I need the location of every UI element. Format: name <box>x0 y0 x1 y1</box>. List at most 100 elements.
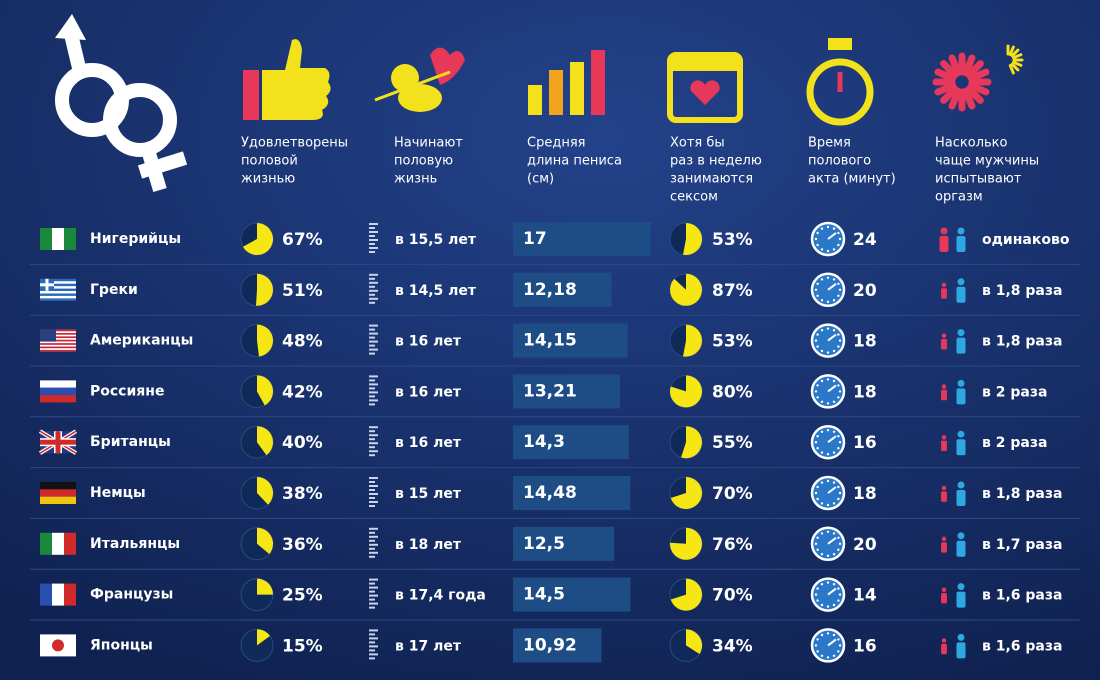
country-name: Немцы <box>90 485 146 501</box>
flag <box>40 380 76 388</box>
satisfied-label: 40% <box>282 433 323 453</box>
clock-dot <box>838 491 842 495</box>
satisfied-pie <box>255 273 273 306</box>
column-header: жизнь <box>394 172 437 187</box>
flag <box>40 343 76 345</box>
clock-dot <box>816 243 819 247</box>
satisfied-pie <box>257 375 273 406</box>
clock-dot <box>820 227 824 230</box>
weekly-label: 53% <box>712 230 753 250</box>
clock-dot <box>816 333 819 336</box>
clock-dot <box>837 282 840 285</box>
length-label: 13,21 <box>523 381 577 401</box>
ruler-icon <box>369 247 378 249</box>
clock-dot <box>832 298 836 302</box>
person-icon <box>941 643 947 655</box>
flag <box>40 286 76 289</box>
clock-dot <box>814 390 818 393</box>
start-age: в 14,5 лет <box>395 283 477 299</box>
burst-ray <box>967 68 990 82</box>
clock-dot <box>837 396 840 399</box>
ruler-icon <box>369 387 375 390</box>
column-header: Начинают <box>394 136 463 151</box>
row: Американцы 48% в 16 лет 14,15 53% 18 в 1,8 раз… <box>30 314 1080 358</box>
clock-dot <box>820 430 824 434</box>
clock-dot <box>826 429 830 432</box>
clock-dot <box>838 237 842 241</box>
flag <box>40 291 76 294</box>
clock-dot <box>832 430 836 434</box>
cupid-body <box>398 84 442 112</box>
clock-dot <box>814 593 818 596</box>
orgasm-ratio: в 2 раза <box>982 435 1047 451</box>
ruler-icon <box>369 446 375 449</box>
ruler-icon <box>369 426 378 429</box>
clock-dot <box>838 390 842 393</box>
country-name: Итальянцы <box>90 536 180 552</box>
orgasm-ratio: одинаково <box>982 232 1070 248</box>
flag <box>52 532 64 555</box>
satisfied-label: 42% <box>282 382 323 402</box>
clock-dot <box>816 396 819 399</box>
weekly-label: 76% <box>712 535 753 555</box>
ruler-icon <box>369 555 375 558</box>
clock-dot <box>826 351 830 354</box>
clock-dot <box>837 638 840 641</box>
ruler-icon <box>369 383 378 386</box>
column-header: оргазм <box>935 190 983 205</box>
ruler-icon <box>369 657 375 660</box>
satisfied-label: 36% <box>282 535 323 555</box>
column-header: длина пениса <box>527 154 622 169</box>
country-name: Японцы <box>90 637 153 653</box>
ruler-icon <box>369 281 378 284</box>
person-icon <box>941 587 947 593</box>
burst-small <box>1012 53 1023 60</box>
burst-ray <box>965 85 984 104</box>
ruler-icon <box>369 477 378 479</box>
ruler-icon <box>369 602 378 605</box>
duration: 18 <box>853 332 877 352</box>
clock-dot <box>816 447 819 450</box>
clock-dot <box>826 249 830 253</box>
weekly-pie <box>681 426 703 459</box>
person-icon <box>941 542 947 553</box>
ruler-icon <box>369 531 375 534</box>
satisfied-pie <box>257 426 273 456</box>
clock-dot <box>838 339 842 342</box>
clock-dot <box>832 349 836 353</box>
flag <box>40 482 76 490</box>
length-bar <box>513 222 651 256</box>
ruler-icon <box>369 430 375 433</box>
flag <box>40 532 52 555</box>
clock-dot <box>816 497 819 501</box>
clock-dot <box>814 542 818 545</box>
clock-dot <box>820 349 824 353</box>
length-label: 12,5 <box>523 534 565 554</box>
clock-dot <box>820 603 824 607</box>
clock-dot <box>837 536 840 539</box>
clock-hand <box>827 435 837 444</box>
ruler-icon <box>369 535 378 538</box>
clock-dot <box>837 243 840 247</box>
ruler-icon <box>369 352 375 355</box>
length-label: 14,3 <box>523 432 565 452</box>
clock-dot <box>826 276 830 279</box>
ruler-icon <box>369 442 378 445</box>
length-bar <box>513 272 612 307</box>
person-icon <box>941 339 947 350</box>
clock-dot <box>837 447 840 450</box>
flag <box>40 395 76 403</box>
ruler-icon <box>369 493 378 495</box>
clock-hand <box>827 282 837 291</box>
orgasm-ratio: в 1,8 раза <box>982 486 1062 502</box>
person-icon <box>941 638 947 643</box>
burst-ray <box>962 54 976 77</box>
clock-dot <box>826 327 830 330</box>
ruler-icon <box>369 293 375 296</box>
weekly-label: 53% <box>712 332 753 352</box>
person-icon <box>956 642 966 659</box>
length-bar <box>513 323 628 358</box>
burst-small <box>1012 60 1023 67</box>
person-icon <box>956 490 966 506</box>
